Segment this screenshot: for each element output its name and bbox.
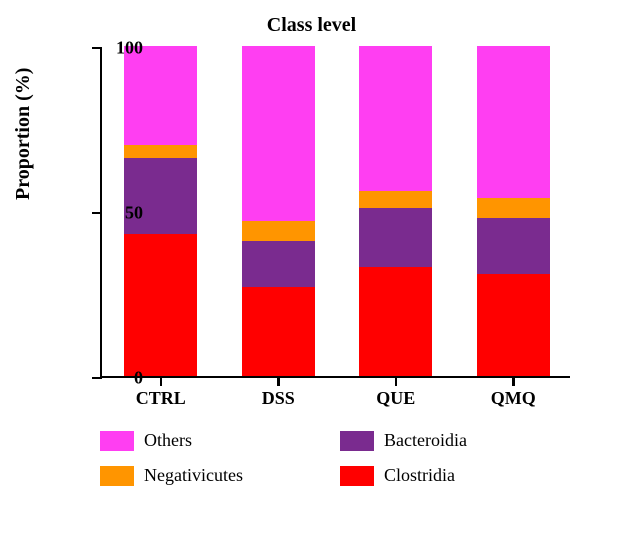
segment-clostridia	[124, 234, 197, 376]
x-tick	[512, 376, 515, 386]
y-tick	[92, 377, 102, 380]
bar-dss	[242, 46, 315, 376]
segment-clostridia	[359, 267, 432, 376]
legend-item-negativicutes: Negativicutes	[100, 465, 330, 486]
chart-container: Class level Proportion (%) CTRLDSSQUEQMQ…	[0, 0, 623, 536]
x-tick-label: DSS	[262, 388, 295, 409]
x-tick	[160, 376, 163, 386]
segment-negativicutes	[477, 198, 550, 218]
legend-label: Others	[144, 430, 192, 451]
x-tick	[395, 376, 398, 386]
segment-bacteroidia	[242, 241, 315, 287]
segment-bacteroidia	[477, 218, 550, 274]
segment-clostridia	[242, 287, 315, 376]
segment-others	[359, 46, 432, 191]
bar-qmq	[477, 46, 550, 376]
x-tick	[277, 376, 280, 386]
y-axis-label: Proportion (%)	[12, 68, 35, 200]
x-tick-label: CTRL	[136, 388, 186, 409]
segment-clostridia	[477, 274, 550, 376]
segment-negativicutes	[124, 145, 197, 158]
y-tick	[92, 212, 102, 215]
y-tick-label: 50	[125, 203, 143, 224]
y-tick	[92, 47, 102, 50]
segment-others	[477, 46, 550, 198]
y-tick-label: 100	[116, 38, 143, 59]
segment-negativicutes	[242, 221, 315, 241]
chart-title: Class level	[0, 14, 623, 37]
legend-item-bacteroidia: Bacteroidia	[340, 430, 570, 451]
legend-label: Clostridia	[384, 465, 455, 486]
legend-item-others: Others	[100, 430, 330, 451]
x-tick-label: QUE	[376, 388, 415, 409]
legend-label: Bacteroidia	[384, 430, 467, 451]
legend-swatch	[100, 431, 134, 451]
bar-que	[359, 46, 432, 376]
legend-item-clostridia: Clostridia	[340, 465, 570, 486]
legend-label: Negativicutes	[144, 465, 243, 486]
segment-negativicutes	[359, 191, 432, 208]
legend-swatch	[100, 466, 134, 486]
y-tick-label: 0	[134, 368, 143, 389]
plot-area: CTRLDSSQUEQMQ	[100, 48, 570, 378]
legend-swatch	[340, 431, 374, 451]
legend-swatch	[340, 466, 374, 486]
legend: Others Bacteroidia Negativicutes Clostridia	[100, 430, 570, 486]
segment-others	[124, 46, 197, 145]
segment-bacteroidia	[359, 208, 432, 267]
x-tick-label: QMQ	[491, 388, 536, 409]
segment-others	[242, 46, 315, 221]
